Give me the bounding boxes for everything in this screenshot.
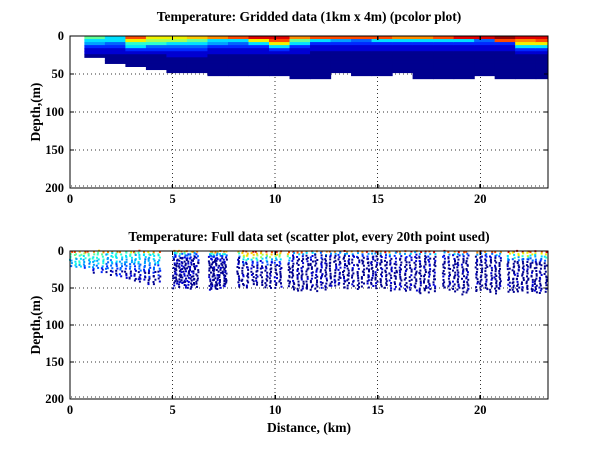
x-tick-label: 5 bbox=[169, 192, 176, 206]
pcolor-plot-title: Temperature: Gridded data (1km x 4m) (pc… bbox=[156, 9, 462, 24]
scatter-x-axis-label: Distance, (km) bbox=[267, 420, 351, 435]
y-tick-label: 0 bbox=[57, 244, 64, 258]
y-tick-label: 200 bbox=[45, 181, 64, 195]
y-tick-label: 150 bbox=[45, 143, 64, 157]
x-tick-label: 20 bbox=[474, 403, 487, 417]
x-tick-label: 10 bbox=[268, 403, 282, 417]
scatter-plot-title: Temperature: Full data set (scatter plot… bbox=[128, 229, 490, 244]
x-tick-label: 15 bbox=[371, 403, 384, 417]
y-tick-label: 50 bbox=[51, 67, 65, 81]
y-tick-label: 100 bbox=[45, 318, 64, 332]
x-tick-label: 10 bbox=[268, 192, 282, 206]
y-tick-label: 0 bbox=[57, 29, 64, 43]
y-tick-label: 50 bbox=[51, 281, 65, 295]
x-tick-label: 0 bbox=[66, 192, 74, 206]
y-tick-label: 200 bbox=[45, 392, 64, 406]
x-tick-label: 15 bbox=[371, 192, 384, 206]
x-tick-label: 0 bbox=[66, 403, 74, 417]
x-tick-label: 20 bbox=[474, 192, 487, 206]
x-tick-label: 5 bbox=[169, 403, 176, 417]
y-tick-label: 150 bbox=[45, 355, 64, 369]
y-tick-label: 100 bbox=[45, 105, 64, 119]
